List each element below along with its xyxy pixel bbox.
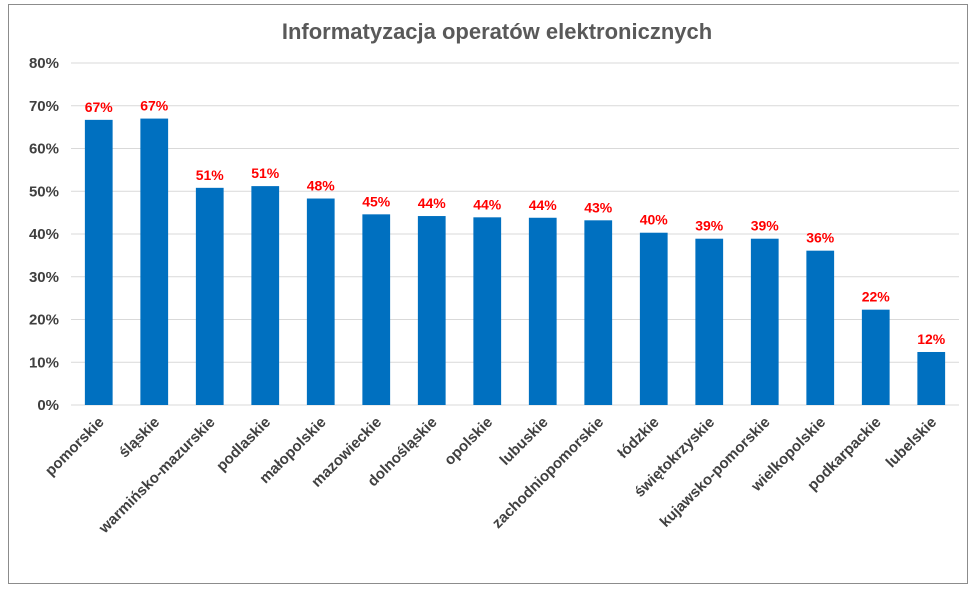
- bar: [861, 309, 890, 405]
- bar: [251, 186, 280, 405]
- bar: [473, 217, 502, 405]
- bar: [140, 118, 169, 405]
- data-label: 51%: [196, 167, 225, 183]
- data-label: 44%: [529, 197, 558, 213]
- bar: [306, 198, 335, 405]
- x-tick-label: pomorskie: [42, 414, 108, 480]
- x-tick-label: warmińsko-mazurskie: [95, 414, 219, 538]
- bar: [84, 119, 113, 406]
- x-tick-label: lubuskie: [497, 414, 552, 469]
- y-tick-label: 80%: [29, 55, 59, 72]
- bar: [528, 217, 557, 405]
- bar: [195, 187, 224, 405]
- bar-chart: Informatyzacja operatów elektronicznych …: [29, 19, 959, 538]
- data-label: 22%: [862, 289, 891, 305]
- chart-frame: Informatyzacja operatów elektronicznych …: [8, 4, 968, 584]
- bars: [84, 118, 946, 406]
- bar: [806, 250, 835, 405]
- data-label: 67%: [85, 99, 114, 115]
- y-tick-label: 20%: [29, 312, 59, 329]
- bar: [417, 216, 446, 405]
- y-tick-label: 70%: [29, 98, 59, 115]
- chart-title: Informatyzacja operatów elektronicznych: [282, 19, 712, 44]
- bar: [584, 220, 613, 405]
- data-label: 43%: [584, 199, 613, 215]
- x-tick-label: opolskie: [441, 414, 496, 469]
- y-axis-ticks: 0% 10% 20% 30% 40% 50% 60% 70% 80%: [29, 55, 59, 414]
- data-label: 48%: [307, 178, 336, 194]
- y-tick-label: 10%: [29, 354, 59, 371]
- x-tick-label: zachodniopomorskie: [489, 414, 607, 532]
- x-tick-label: kujawsko-pomorskie: [657, 414, 774, 531]
- data-label: 40%: [640, 212, 669, 228]
- bar: [917, 351, 946, 405]
- x-tick-label: lubelskie: [883, 414, 940, 471]
- y-tick-label: 0%: [37, 397, 59, 414]
- data-label: 39%: [751, 218, 780, 234]
- x-axis-ticks: pomorskie śląskiewarmińsko-mazurskiepodla…: [42, 414, 940, 538]
- data-label: 45%: [362, 193, 391, 209]
- y-tick-label: 50%: [29, 183, 59, 200]
- data-label: 44%: [473, 196, 502, 212]
- data-label: 12%: [917, 331, 946, 347]
- data-label: 44%: [418, 195, 447, 211]
- data-label: 51%: [251, 165, 280, 181]
- data-label: 36%: [806, 230, 835, 246]
- y-tick-label: 30%: [29, 269, 59, 286]
- bar: [639, 232, 668, 405]
- data-label: 67%: [140, 98, 169, 114]
- bar: [362, 214, 391, 405]
- x-tick-label: łódzkie: [615, 414, 663, 462]
- bar: [750, 238, 779, 405]
- bar: [695, 238, 724, 405]
- data-labels: 67% 67% 51% 51% 48% 45% 44% 44% 44% 43% 40% 39% 39% 3…: [85, 98, 946, 347]
- y-tick-label: 40%: [29, 226, 59, 243]
- data-label: 39%: [695, 218, 724, 234]
- x-tick-label: śląskie: [116, 414, 163, 461]
- y-tick-label: 60%: [29, 141, 59, 158]
